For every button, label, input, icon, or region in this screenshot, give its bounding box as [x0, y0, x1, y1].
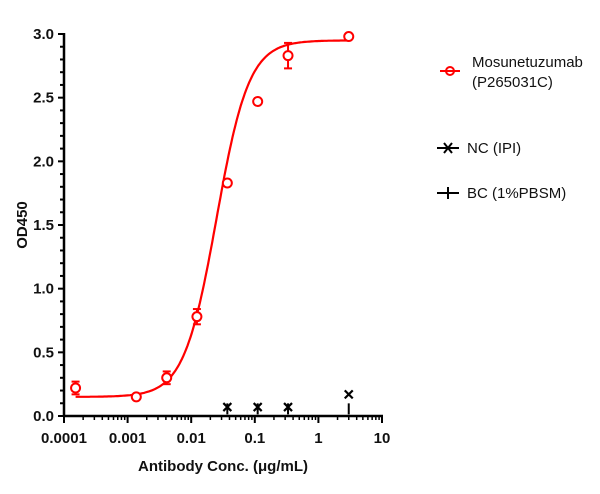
x-marker-icon	[343, 389, 354, 400]
fit-curve	[75, 39, 349, 398]
legend-item-mosunetuzumab: Mosunetuzumab (P265031C)	[440, 54, 583, 91]
open-circle-marker-icon	[221, 177, 233, 189]
x-marker-icon	[443, 142, 453, 154]
open-circle-marker-icon	[343, 31, 355, 43]
legend: Mosunetuzumab (P265031C) NC (IPI) BC (1%…	[437, 54, 583, 202]
y-tick-label: 0.0	[33, 408, 54, 425]
x-tick-label: 0.0001	[41, 430, 87, 447]
open-circle-marker-icon	[282, 50, 294, 62]
y-tick-label: 2.5	[33, 90, 54, 107]
x-tick-label: 0.01	[177, 430, 206, 447]
legend-label: Mosunetuzumab	[472, 54, 583, 71]
x-marker-icon	[283, 402, 293, 412]
mosunetuzumab-point	[343, 31, 355, 43]
y-tick-label: 1.0	[33, 281, 54, 298]
mosunetuzumab-point	[191, 308, 203, 326]
legend-label-sub: (P265031C)	[472, 74, 553, 91]
open-circle-marker-icon	[191, 311, 203, 323]
legend-item-bc: BC (1%PBSM)	[437, 185, 566, 202]
x-tick-label: 0.001	[109, 430, 147, 447]
open-circle-marker-icon	[130, 391, 142, 403]
mosunetuzumab-point	[282, 41, 294, 70]
axes: 0.0 0.5 1.0 1.5 2.0 2.5 3.0 0.0001 0.001 0.01 0.1 1…	[33, 26, 390, 447]
x-tick-label: 10	[374, 430, 391, 447]
mosunetuzumab-point	[221, 177, 233, 189]
x-marker-icon	[252, 402, 263, 412]
open-circle-marker-icon	[161, 372, 173, 384]
x-tick-label: 1	[314, 430, 322, 447]
x-axis-title: Antibody Conc. (μg/mL)	[138, 458, 308, 475]
y-axis-title: OD450	[14, 201, 31, 249]
mosunetuzumab-point	[130, 391, 142, 403]
legend-label: BC (1%PBSM)	[467, 185, 566, 202]
mosunetuzumab-point	[70, 380, 82, 396]
data-points	[70, 31, 355, 415]
y-tick-label: 3.0	[33, 26, 54, 43]
legend-item-nc: NC (IPI)	[437, 140, 521, 157]
open-circle-marker-icon	[445, 66, 455, 76]
mosunetuzumab-point	[252, 95, 264, 107]
open-circle-marker-icon	[70, 382, 82, 394]
y-tick-label: 1.5	[33, 217, 54, 234]
x-tick-label: 0.1	[244, 430, 265, 447]
mosunetuzumab-point	[161, 370, 173, 386]
legend-label: NC (IPI)	[467, 140, 521, 157]
sigmoid-fit-path	[75, 39, 349, 398]
y-tick-label: 0.5	[33, 344, 54, 361]
y-tick-label: 2.0	[33, 153, 54, 170]
x-marker-icon	[222, 402, 233, 412]
open-circle-marker-icon	[252, 95, 264, 107]
